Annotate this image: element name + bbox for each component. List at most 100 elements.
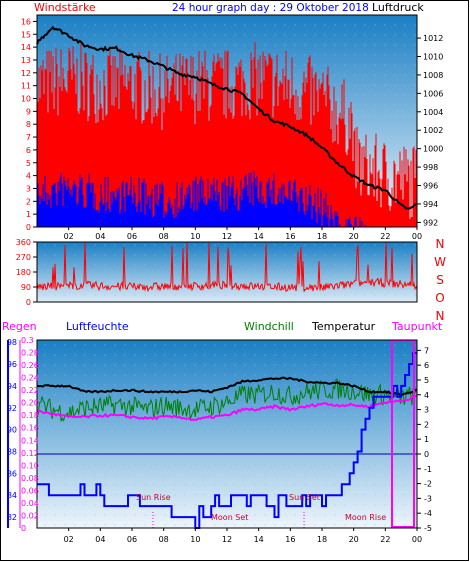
wind-tick-label: 4 (26, 172, 31, 181)
rain-tick-label: 0 (21, 524, 26, 533)
pressure-tick-label: 998 (423, 163, 438, 172)
rain-tick-label: 0.10 (21, 461, 39, 470)
rain-tick-label: 0.18 (21, 411, 39, 420)
rain-tick-label: 0.20 (21, 399, 39, 408)
pressure-axis: 992 994 996 998 1000 1002 1004 1006 1008 1010 1012 (417, 34, 443, 227)
humidity-temperature-panel: Sun Rise Sun Set Moon Set Moon Rise 82 84… (7, 336, 432, 544)
wind-tick-label: 13 (21, 56, 31, 65)
pressure-tick-label: 992 (423, 218, 438, 227)
x-tick-label: 20 (349, 232, 359, 241)
wind-tick-label: 0 (26, 223, 31, 232)
wind-tick-label: 3 (26, 184, 31, 193)
direction-letter: N (436, 237, 445, 251)
wind-tick-label: 11 (21, 82, 31, 91)
temp-tick-label: 5 (424, 376, 429, 385)
wind-tick-label: 1 (26, 210, 31, 219)
header-right-label: Luftdruck (372, 1, 424, 14)
panel3-x-axis: 02 04 06 08 10 12 14 16 18 20 22 00 (64, 528, 422, 544)
x-tick-label: 00 (412, 232, 422, 241)
wind-tick-label: 12 (21, 69, 31, 78)
legend-taupunkt: Taupunkt (391, 320, 443, 333)
x-tick-label: 18 (317, 535, 327, 544)
wind-tick-label: 14 (21, 43, 31, 52)
x-tick-label: 12 (222, 232, 232, 241)
rain-tick-label: 0.22 (21, 386, 39, 395)
pressure-tick-label: 1002 (423, 126, 443, 135)
pressure-tick-label: 1010 (423, 52, 443, 61)
rain-tick-label: 0.26 (21, 361, 39, 370)
legend-windchill: Windchill (244, 320, 294, 333)
x-tick-label: 14 (254, 535, 264, 544)
humidity-tick-label: 86 (7, 469, 17, 478)
x-tick-label: 22 (380, 535, 390, 544)
x-tick-label: 18 (317, 232, 327, 241)
header-left-label: Windstärke (34, 1, 96, 14)
temp-tick-label: 0 (424, 450, 429, 459)
rain-tick-label: 0.02 (21, 511, 39, 520)
temp-tick-label: -2 (424, 480, 432, 489)
humidity-tick-label: 92 (7, 404, 17, 413)
direction-letter: W (434, 255, 446, 269)
x-tick-label: 08 (159, 232, 169, 241)
rain-axis: 0 0.02 0.04 0.06 0.08 0.10 0.12 0.14 0.16 0.18 0.2… (19, 336, 39, 533)
x-tick-label: 00 (412, 535, 422, 544)
rain-tick-label: 0.3 (21, 336, 34, 345)
x-tick-label: 10 (190, 232, 200, 241)
sun-set-label: Sun Set (289, 493, 320, 502)
temp-tick-label: 2 (424, 420, 429, 429)
rain-tick-label: 0.08 (21, 474, 39, 483)
x-tick-label: 16 (285, 232, 295, 241)
temp-tick-label: 4 (424, 391, 429, 400)
direction-tick-label: 0 (26, 298, 31, 307)
direction-letter: O (435, 291, 444, 305)
x-tick-label: 12 (222, 535, 232, 544)
temp-tick-label: -5 (424, 524, 432, 533)
temp-tick-label: 1 (424, 435, 429, 444)
rain-tick-label: 0.12 (21, 449, 39, 458)
legend-luftfeuchte: Luftfeuchte (66, 320, 129, 333)
pressure-tick-label: 996 (423, 182, 438, 191)
temp-tick-label: -1 (424, 465, 432, 474)
humidity-tick-label: 96 (7, 360, 17, 369)
x-tick-label: 08 (159, 535, 169, 544)
x-tick-label: 02 (64, 232, 74, 241)
wind-tick-label: 15 (21, 30, 31, 39)
humidity-tick-label: 90 (7, 426, 17, 435)
rain-tick-label: 0.04 (21, 499, 39, 508)
temp-tick-label: 3 (424, 406, 429, 415)
header-title: 24 hour graph day : 29 Oktober 2018 (172, 2, 369, 14)
direction-tick-label: 360 (16, 238, 31, 247)
wind-tick-label: 2 (26, 197, 31, 206)
temp-tick-label: 7 (424, 346, 429, 355)
humidity-tick-label: 88 (7, 447, 17, 456)
pressure-tick-label: 1012 (423, 34, 443, 43)
legend-temperatur: Temperatur (311, 320, 376, 333)
direction-axis: 0 90 180 270 360 (16, 238, 37, 307)
x-tick-label: 06 (127, 535, 137, 544)
x-tick-label: 22 (380, 232, 390, 241)
windchill-line (36, 378, 418, 422)
dewpoint-line (36, 395, 418, 421)
pressure-tick-label: 994 (423, 200, 438, 209)
humidity-line (37, 352, 417, 529)
pressure-tick-label: 1004 (423, 108, 443, 117)
x-tick-label: 02 (64, 535, 74, 544)
pressure-line (36, 25, 418, 210)
x-tick-label: 20 (349, 535, 359, 544)
x-tick-label: 04 (95, 535, 105, 544)
x-tick-label: 06 (127, 232, 137, 241)
x-tick-label: 14 (254, 232, 264, 241)
legend-regen: Regen (2, 320, 37, 333)
rain-bar (391, 340, 415, 528)
wind-tick-label: 7 (26, 133, 31, 142)
rain-tick-label: 0.06 (21, 486, 39, 495)
humidity-axis: 82 84 86 88 90 92 94 96 98 (7, 338, 17, 528)
sun-rise-label: Sun Rise (136, 493, 171, 502)
direction-letter: N (436, 309, 445, 323)
temp-tick-label: -4 (424, 509, 432, 518)
temp-tick-label: 6 (424, 361, 429, 370)
pressure-tick-label: 1000 (423, 145, 443, 154)
